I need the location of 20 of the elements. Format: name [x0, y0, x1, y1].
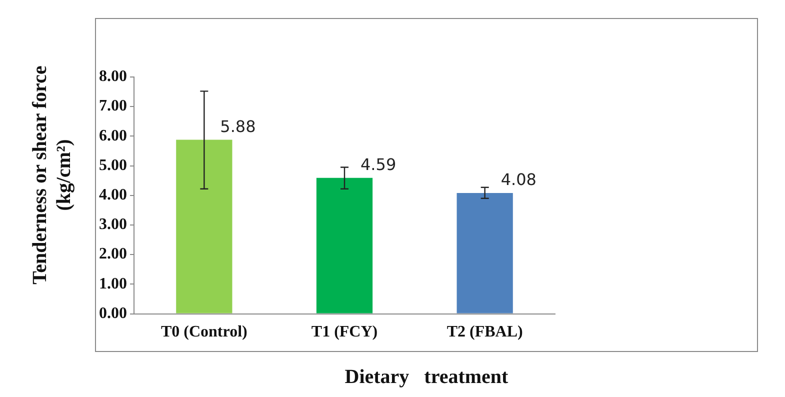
y-tick-label: 2.00 [99, 246, 127, 263]
x-tick-label: T0 (Control) [160, 324, 248, 341]
y-tick-label: 1.00 [99, 275, 127, 292]
y-tick-label: 7.00 [99, 98, 127, 115]
x-axis-title: Dietary treatment [344, 366, 510, 389]
x-tick-label: T1 (FCY) [311, 324, 378, 341]
data-label: 5.88 [220, 116, 256, 136]
y-tick-label: 6.00 [99, 127, 127, 144]
bar [456, 193, 513, 314]
bar [316, 178, 373, 314]
y-tick-label: 8.00 [99, 68, 127, 86]
y-tick-label: 5.00 [99, 156, 127, 174]
y-tick-label: 3.00 [99, 216, 127, 234]
data-label: 4.08 [500, 170, 536, 190]
x-tick-label: T2 (FBAL) [446, 324, 523, 341]
y-tick-label: 0.00 [99, 304, 127, 322]
y-axis-title: Tenderness or shear force (kg/cm²) [28, 64, 76, 286]
data-label: 4.59 [360, 155, 396, 174]
y-tick-label: 4.00 [99, 186, 127, 204]
bar [176, 140, 232, 314]
